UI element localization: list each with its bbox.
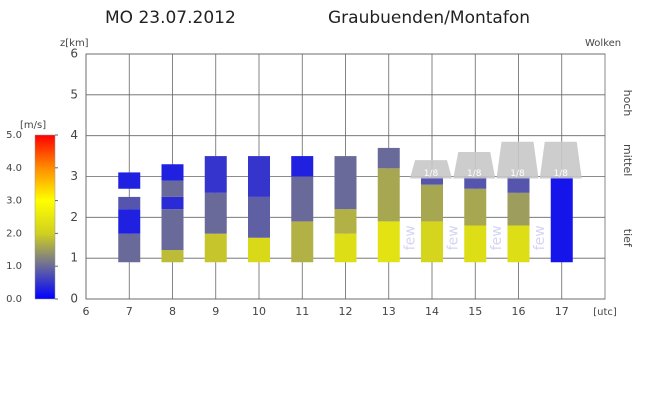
wind-segment [118,209,141,234]
wind-segment [248,156,270,197]
cloud-label: 1/8 [510,169,525,179]
cloud [496,141,539,179]
wind-segment [550,176,573,263]
low-cloud-label: few [489,225,505,250]
wind-segment [421,221,443,263]
cloud-label: 1/8 [554,169,569,179]
wind-segment [507,225,530,263]
wind-segment [464,188,487,226]
colorbar-tick-label: 4.0 [6,163,22,174]
wind-segment [507,192,530,226]
wind-segment [161,196,184,210]
wind-segment [334,156,357,210]
y-tick-label: 0 [70,292,78,306]
wind-segment [291,156,314,177]
wind-segment [291,176,314,222]
x-tick-label: 13 [382,305,396,318]
wind-segment [161,209,184,250]
x-tick-label: 9 [212,305,219,318]
wind-segment [464,225,487,263]
chart-title: MO 23.07.2012 [105,8,236,28]
right-axis-label: Wolken [585,38,621,49]
wind-segment [248,196,270,238]
x-tick-label: 12 [339,305,353,318]
wind-segment [421,184,443,222]
cloud [410,160,452,179]
y-tick-label: 1 [70,251,78,265]
wind-segment [204,156,227,193]
y-tick-label: 6 [70,47,78,61]
low-cloud-label: few [532,225,548,250]
wind-segment [204,233,227,263]
colorbar-tick-label: 0.0 [6,294,22,305]
cloud-level-label: tief [621,229,634,248]
wind-segment [507,176,530,193]
colorbar-tick-label: 2.0 [6,228,22,239]
wind-segment [118,196,141,210]
x-axis-label: [utc] [593,307,617,318]
colorbar-tick-label: 1.0 [6,261,22,272]
chart-subtitle: Graubuenden/Montafon [328,8,530,28]
cloud-label: 1/8 [467,169,482,179]
x-tick-label: 8 [169,305,176,318]
x-tick-label: 14 [425,305,439,318]
x-tick-label: 11 [295,305,309,318]
cloud [539,141,582,179]
low-cloud-label: few [402,225,418,250]
wind-segment [377,221,400,263]
low-cloud-label: few [446,225,462,250]
y-tick-label: 3 [70,169,78,183]
cloud-level-label: hoch [621,90,634,117]
wind-segment [291,221,314,263]
wind-segment [421,176,443,185]
x-tick-label: 16 [512,305,526,318]
x-tick-label: 7 [126,305,133,318]
wind-segment [464,176,487,189]
wind-segment [204,192,227,234]
colorbar [34,134,56,300]
y-tick-label: 5 [70,87,78,101]
y-axis-label: z[km] [60,38,89,49]
x-tick-label: 6 [83,305,90,318]
wind-segment [334,209,357,234]
x-tick-label: 10 [252,305,266,318]
wind-segment [377,147,400,169]
colorbar-tick-label: 3.0 [6,196,22,207]
x-tick-label: 15 [468,305,482,318]
wind-segment [161,180,184,197]
colorbar-tick-label: 5.0 [6,130,22,141]
colorbar-label: [m/s] [20,120,46,131]
cloud [453,152,496,179]
cloud-label: 1/8 [424,169,439,179]
wind-segment [118,233,141,263]
wind-segment [248,237,270,263]
x-tick-label: 17 [555,305,569,318]
cloud-level-label: mittel [621,144,634,176]
wind-segment [334,233,357,263]
wind-segment [161,164,184,181]
y-tick-label: 2 [70,210,78,224]
y-tick-label: 4 [70,128,78,142]
wind-segment [118,172,141,189]
wind-segment [161,250,184,263]
wind-segment [377,168,400,222]
